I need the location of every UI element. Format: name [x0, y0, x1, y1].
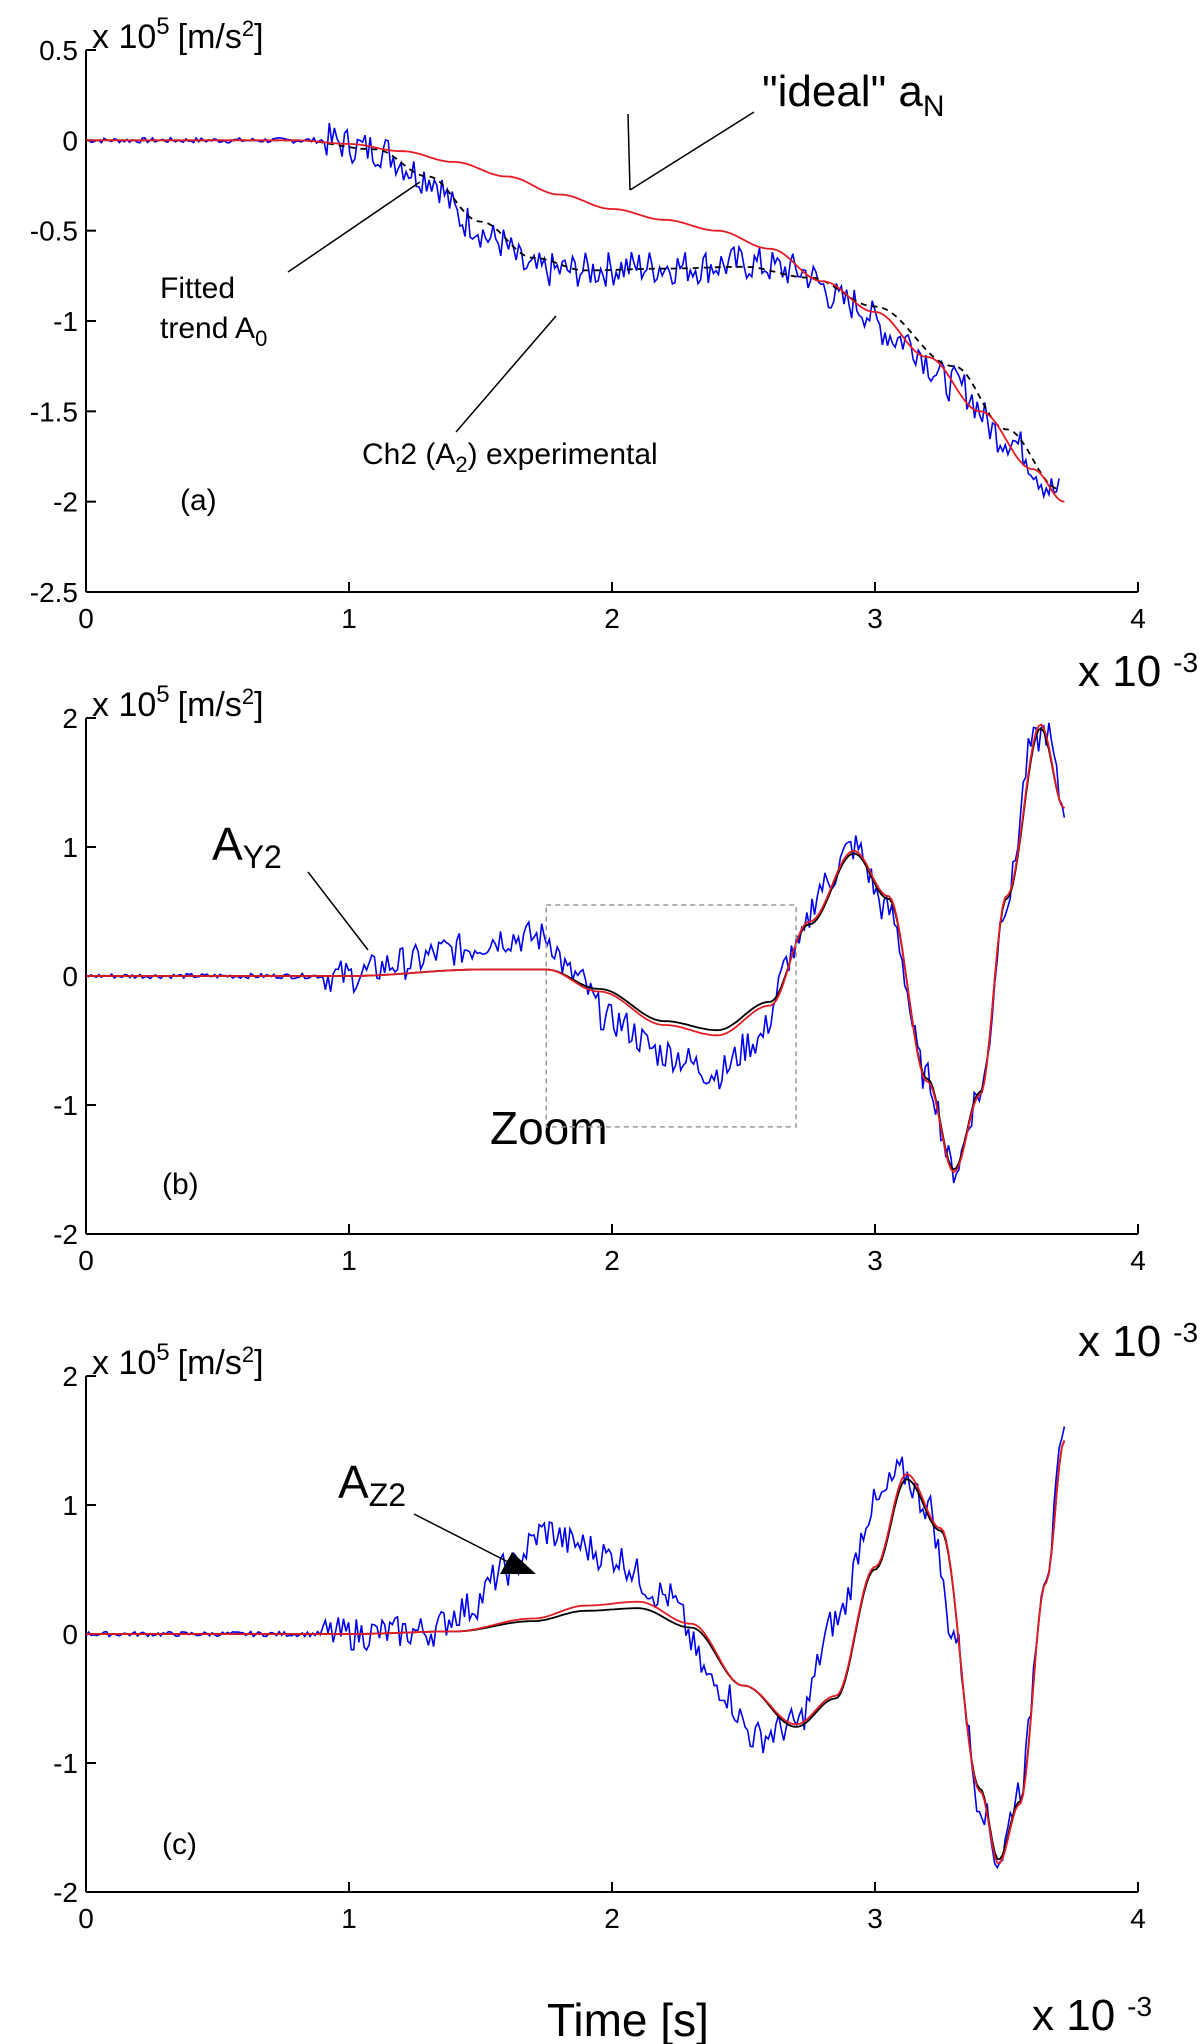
- annotation-zoom: Zoom: [490, 1102, 608, 1154]
- annotation-fitted-line1: Fitted: [160, 272, 235, 305]
- annotation-ay2: AY2: [212, 818, 282, 875]
- panel-a-y-tick-label: -2.5: [30, 577, 78, 608]
- panel-a-y-tick-label: 0.5: [39, 35, 78, 66]
- panel-c-ylabel: x 105 [m/s2]: [92, 1339, 264, 1382]
- panel-a-ylabel: x 105 [m/s2]: [92, 13, 264, 56]
- panel-a-label: (a): [180, 484, 217, 517]
- series-layer: [85, 122, 1066, 1870]
- panel-a-x-tick-label: 0: [78, 603, 94, 634]
- panel-c-y-tick-label: 1: [62, 1490, 78, 1521]
- panel-c-series-2: [86, 1440, 1066, 1864]
- panel-c-y-tick-label: 2: [62, 1361, 78, 1392]
- panel-c-x-tick-label: 3: [867, 1903, 883, 1934]
- panel-b-x-tick-label: 1: [341, 1245, 357, 1276]
- leader-ideal-line: [629, 111, 755, 191]
- leader-az2: [413, 1513, 513, 1565]
- panel-c-x-tick-label: 0: [78, 1903, 94, 1934]
- leader-ideal: [627, 113, 631, 191]
- leader-ay2: [307, 871, 369, 951]
- panel-c-y-tick-label: 0: [62, 1619, 78, 1650]
- panel-b-x-tick-label: 2: [604, 1245, 620, 1276]
- x-axis-title: Time [s]: [547, 1994, 709, 2044]
- panel-a-x-tick-label: 4: [1130, 603, 1146, 634]
- panel-c-xexponent: x 10 -3: [1032, 1991, 1152, 2040]
- panel-a-y-tick-label: -1.5: [30, 396, 78, 427]
- annotation-az2: AZ2: [338, 1456, 406, 1513]
- panel-c-series-1: [86, 1440, 1066, 1861]
- panel-a-x-tick-label: 2: [604, 603, 620, 634]
- leader-ch2: [455, 315, 557, 433]
- panel-a-y-tick-label: -2: [53, 487, 78, 518]
- panel-b-x-tick-label: 3: [867, 1245, 883, 1276]
- panel-a-y-tick-label: 0: [62, 125, 78, 156]
- arrowhead-az2: [500, 1552, 536, 1574]
- panel-a-x-tick-label: 1: [341, 603, 357, 634]
- panel-b-y-tick-label: 0: [62, 961, 78, 992]
- panel-c-label: (c): [162, 1828, 197, 1861]
- panel-c-x-tick-label: 2: [604, 1903, 620, 1934]
- panel-a-series-1: [86, 139, 1060, 490]
- leader-fitted: [287, 181, 421, 273]
- annotation-fitted-line2: trend A0: [160, 312, 267, 351]
- panel-b-y-tick-label: -1: [53, 1090, 78, 1121]
- panel-b-ylabel: x 105 [m/s2]: [92, 681, 264, 724]
- panel-b-y-tick-label: 2: [62, 703, 78, 734]
- panel-c-y-tick-label: -2: [53, 1877, 78, 1908]
- panel-c-x-tick-label: 4: [1130, 1903, 1146, 1934]
- panel-b-xexponent: x 10 -3: [1078, 1317, 1198, 1366]
- panel-c-x-tick-label: 1: [341, 1903, 357, 1934]
- panel-b-x-tick-label: 0: [78, 1245, 94, 1276]
- panel-b-label: (b): [162, 1168, 199, 1201]
- panel-a-xexponent: x 10 -3: [1078, 647, 1198, 696]
- panel-b-series-2: [86, 723, 1066, 1174]
- panel-b-y-tick-label: 1: [62, 832, 78, 863]
- panel-c-y-tick-label: -1: [53, 1748, 78, 1779]
- panel-a-x-tick-label: 3: [867, 603, 883, 634]
- panel-b-y-tick-label: -2: [53, 1219, 78, 1250]
- zoom-box: [545, 904, 797, 1128]
- panel-a-y-tick-label: -0.5: [30, 216, 78, 247]
- panel-b-x-tick-label: 4: [1130, 1245, 1146, 1276]
- panel-a-y-tick-label: -1: [53, 306, 78, 337]
- annotation-ideal-an: "ideal" aN: [762, 67, 945, 123]
- annotation-ch2-experimental: Ch2 (A2) experimental: [362, 438, 658, 477]
- panel-a-series-2: [86, 139, 1065, 503]
